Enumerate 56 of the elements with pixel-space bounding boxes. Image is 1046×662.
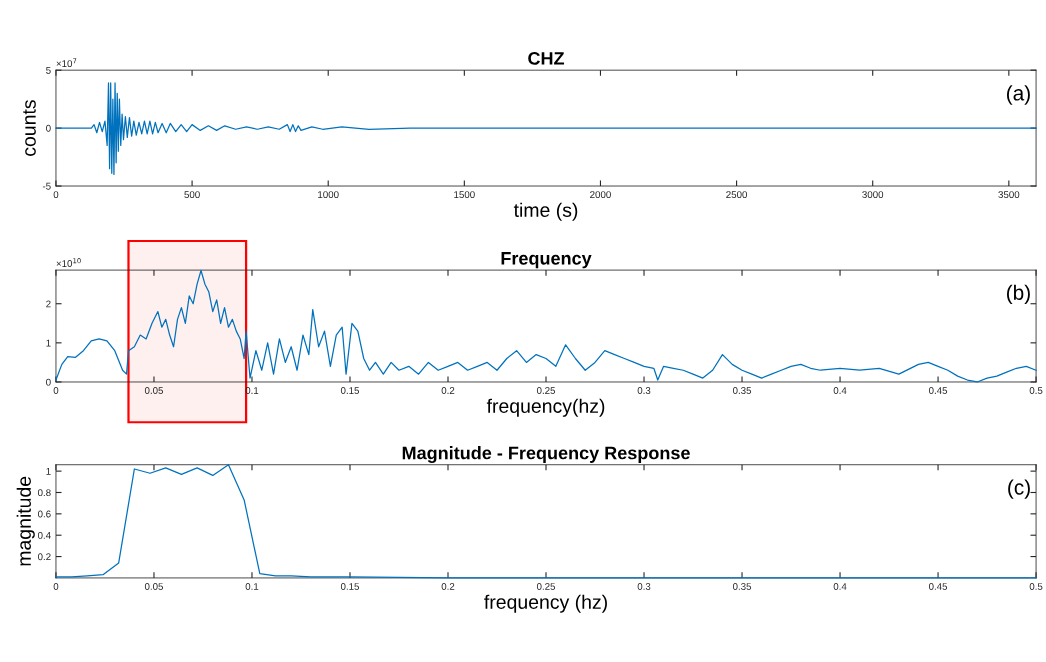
y-tick-label: 0.6 (37, 510, 51, 518)
x-tick-label: 0.2 (441, 583, 455, 590)
x-tick-label: 3500 (998, 191, 1020, 199)
y-tick-label: 0 (46, 124, 51, 132)
x-tick-label: 0 (53, 387, 59, 394)
x-axis-title: time (s) (513, 202, 578, 221)
x-tick-label: 0 (53, 583, 59, 590)
x-tick-label: 0.35 (732, 583, 752, 590)
chart-title: CHZ (528, 52, 565, 65)
x-tick-label: 1000 (318, 191, 339, 199)
x-tick-label: 0.45 (928, 387, 948, 394)
line-series (55, 464, 1037, 579)
x-tick-label: 0.05 (144, 583, 164, 590)
annotation: (c) (1008, 479, 1030, 499)
y-tick-label: 1 (46, 339, 51, 347)
x-tick-label: 0.1 (245, 583, 259, 590)
line-series (55, 269, 1037, 383)
x-tick-label: 0.5 (1029, 583, 1043, 590)
x-tick-label: 0.15 (340, 583, 360, 590)
x-tick-label: 0.15 (340, 387, 360, 394)
x-tick-label: 0.4 (833, 387, 847, 394)
x-tick-label: 0.45 (928, 583, 948, 590)
x-tick-label: 2000 (590, 191, 611, 199)
x-axis-title: frequency(hz) (486, 398, 605, 417)
x-tick-label: 0.35 (732, 387, 752, 394)
x-tick-label: 0.2 (441, 387, 455, 394)
chart-title: Frequency (501, 252, 592, 269)
x-tick-label: 0.25 (536, 583, 556, 590)
annotation: (b) (1007, 284, 1030, 305)
y-tick-label: 2 (46, 300, 51, 308)
x-tick-label: 0.3 (637, 583, 651, 590)
chart-title: Magnitude - Frequency Response (402, 446, 690, 463)
x-tick-label: 3000 (862, 191, 884, 199)
y-tick-label: 0.2 (37, 553, 51, 561)
x-tick-label: 0.25 (536, 387, 556, 394)
text: ×10$^{10}$ (56, 258, 81, 267)
text: ×10$^{7}$ (56, 58, 77, 68)
x-tick-label: 500 (184, 191, 200, 199)
x-axis-title: frequency (hz) (484, 594, 607, 613)
y-axis-title: counts (23, 100, 36, 156)
y-tick-label: 0 (46, 378, 51, 386)
x-tick-label: 0.4 (833, 583, 847, 590)
line-series (55, 82, 1037, 176)
y-tick-label: 0.8 (37, 489, 51, 497)
x-tick-label: 0.3 (637, 387, 651, 394)
x-tick-label: 0.05 (144, 387, 164, 394)
y-tick-label: 1 (46, 467, 51, 475)
annotation: (a) (1007, 85, 1030, 105)
y-tick-label: 5 (46, 67, 51, 74)
x-tick-label: 0.5 (1029, 387, 1043, 394)
x-tick-label: 1500 (454, 191, 475, 199)
y-axis-title: magnitude (16, 476, 35, 566)
x-tick-label: 2500 (726, 191, 748, 199)
x-tick-label: 0 (53, 191, 59, 199)
y-tick-label: -5 (42, 182, 51, 190)
y-tick-label: 0.4 (37, 531, 51, 539)
